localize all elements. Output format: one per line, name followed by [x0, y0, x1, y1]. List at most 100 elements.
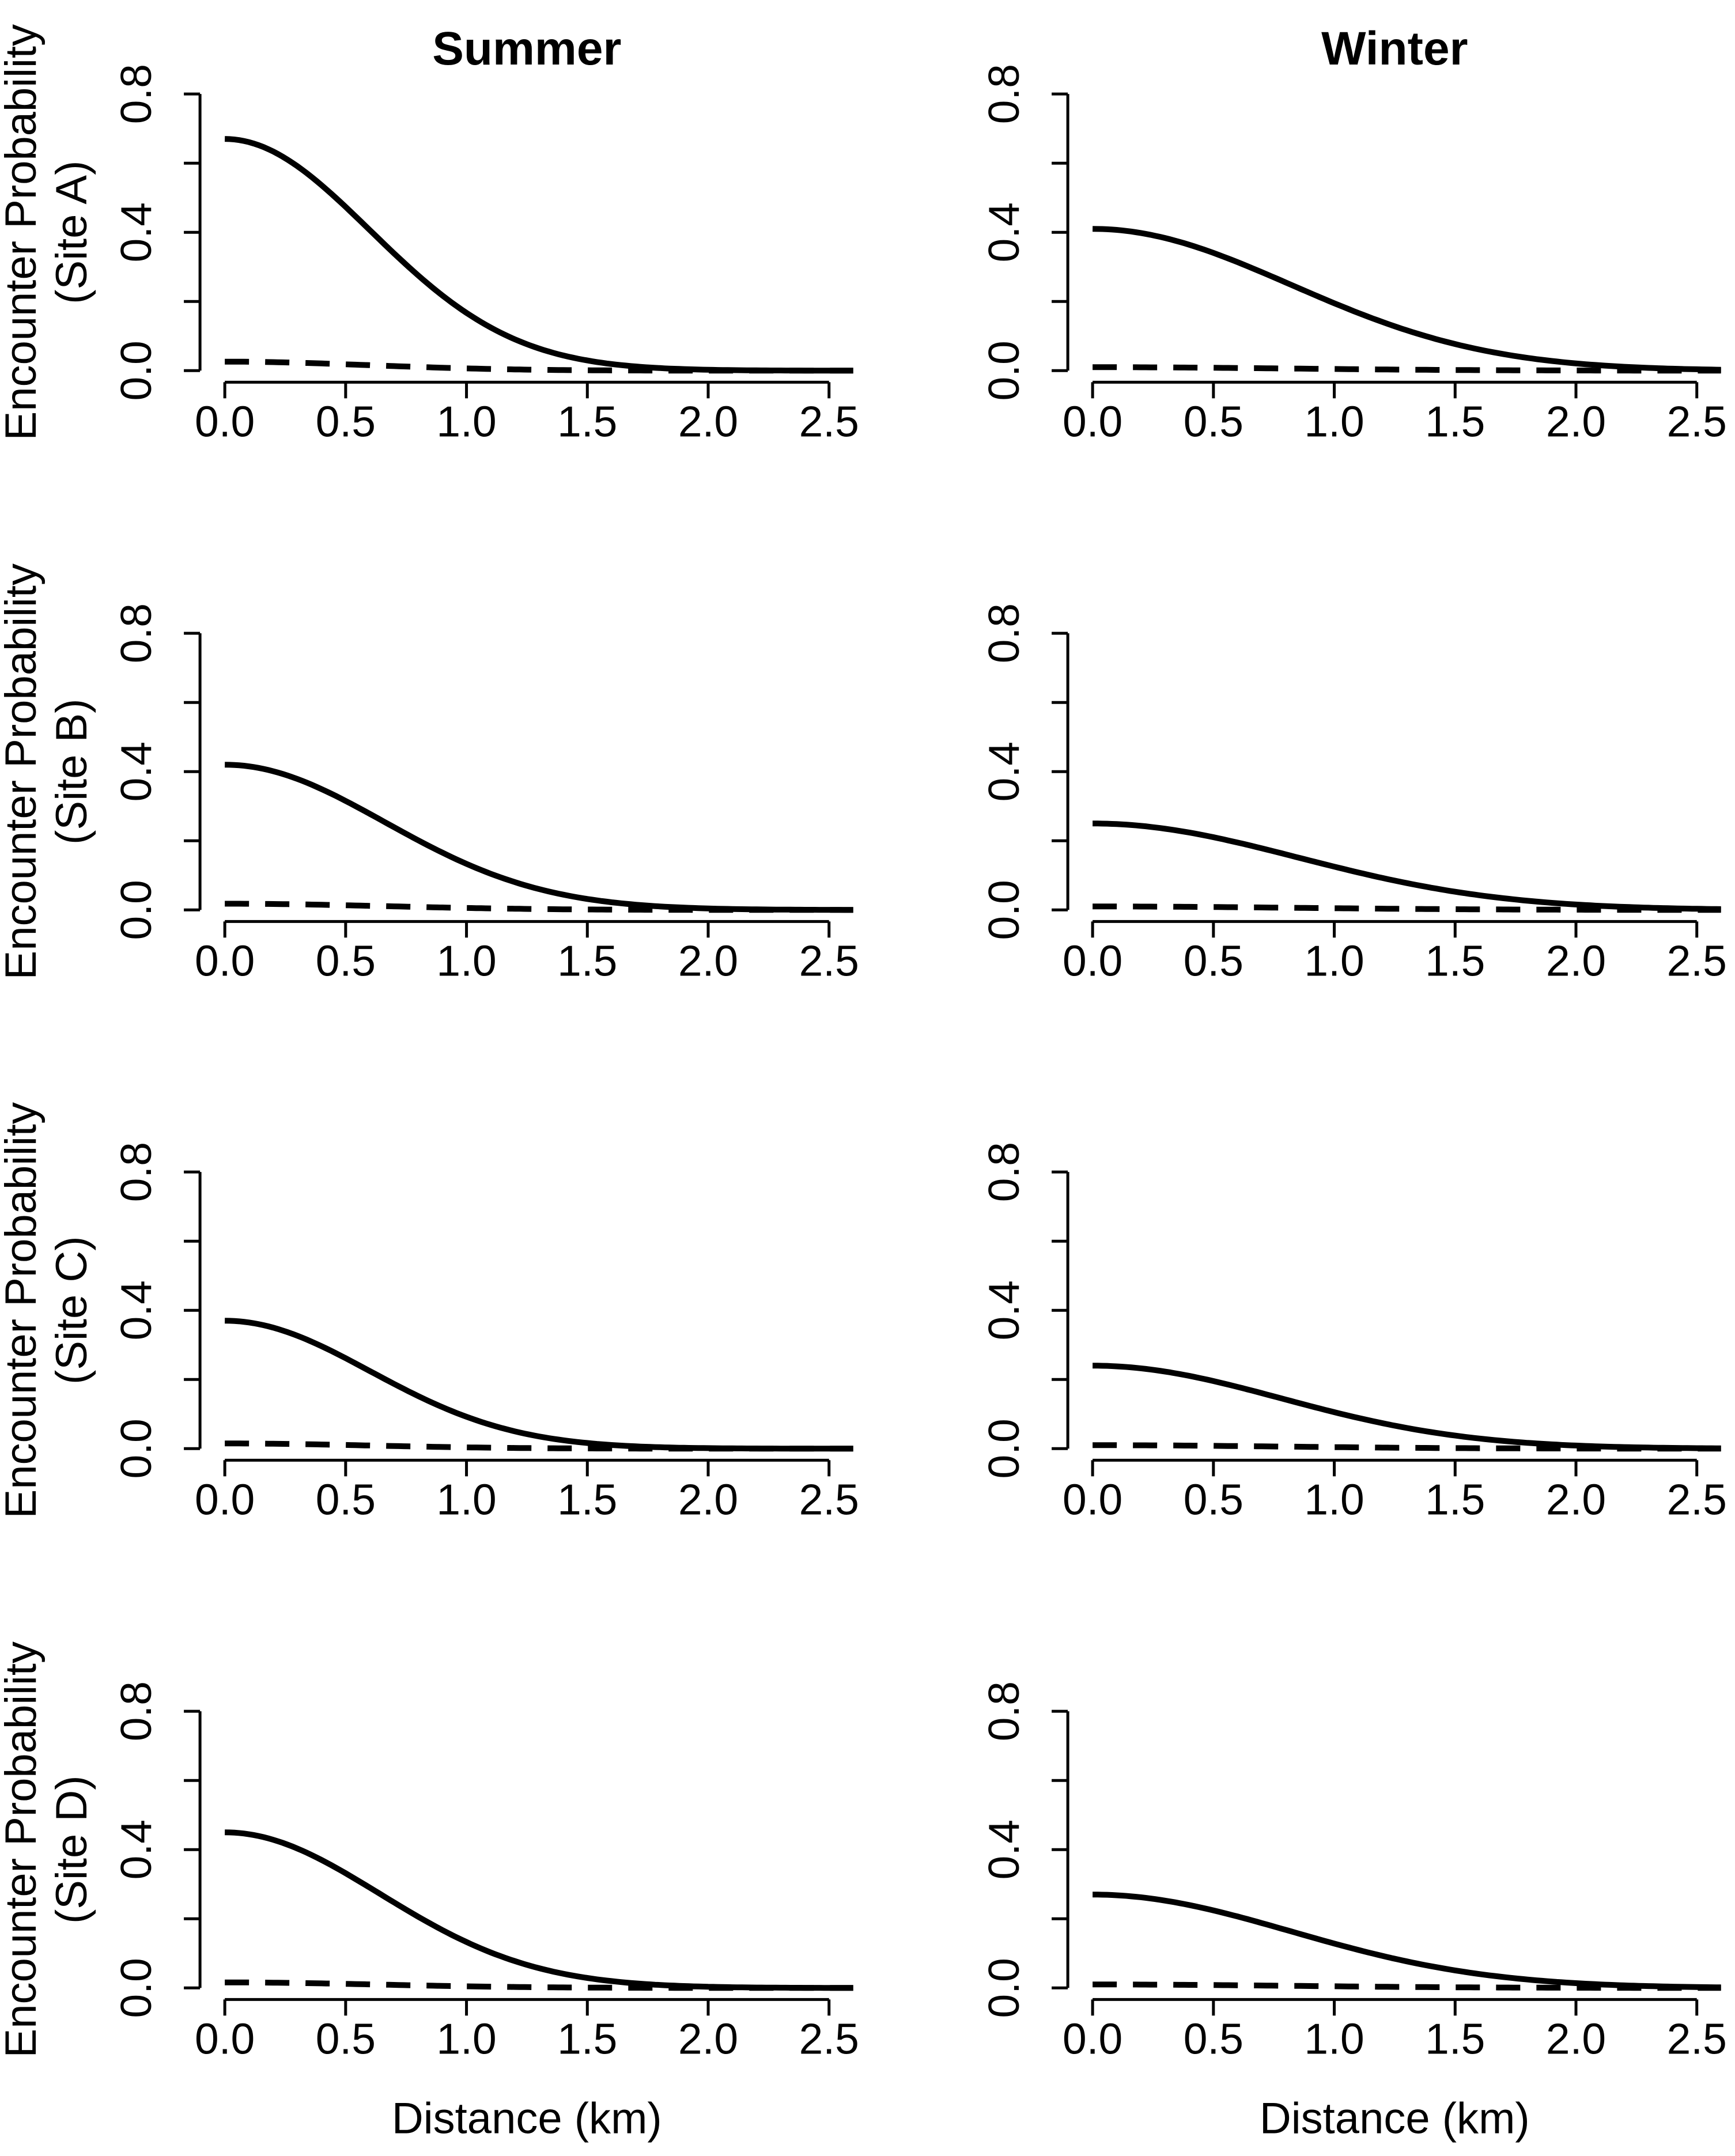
x-axis: 0.0 0.5 1.0 1.5 2.0 2.5 [1062, 1458, 1726, 1523]
y-tick-label: 0.8 [980, 1681, 1028, 1741]
plot-area: 0.0 0.4 0.8 0.0 0.5 1.0 1.5 2.0 2.5 [980, 64, 1727, 445]
x-tick-label: 1.5 [1425, 1475, 1485, 1523]
y-axis: 0.0 0.4 0.8 [980, 1681, 1069, 2018]
x-tick-label: 1.5 [1425, 936, 1485, 985]
y-tick-label: 0.0 [112, 341, 160, 400]
y-axis-title-line2: (Site C) [47, 1236, 96, 1385]
x-tick-label: 2.0 [678, 2014, 738, 2063]
x-tick-label: 1.0 [436, 936, 496, 985]
y-axis: 0.0 0.4 0.8 [980, 603, 1069, 940]
y-tick-label: 0.8 [112, 64, 160, 124]
y-axis: 0.0 0.4 0.8 [112, 1681, 202, 2018]
x-tick-label: 0.5 [1183, 1475, 1243, 1523]
y-axis-title-line1: Encounter Probability [0, 1641, 46, 2057]
x-tick-label: 1.5 [557, 2014, 617, 2063]
x-tick-label: 0.5 [316, 2014, 376, 2063]
x-tick-label: 2.5 [799, 397, 859, 445]
x-tick-label: 2.0 [678, 1475, 738, 1523]
y-tick-label: 0.8 [112, 1142, 160, 1202]
y-tick-label: 0.4 [980, 202, 1028, 262]
y-axis: 0.0 0.4 0.8 [980, 64, 1069, 400]
solid-curve [1092, 226, 1721, 373]
x-tick-label: 1.0 [436, 397, 496, 445]
x-tick-label: 1.0 [436, 1475, 496, 1523]
y-tick-label: 0.4 [112, 202, 160, 262]
panel-site-c-summer: Encounter Probability (Site C) 0.0 0.4 0.8… [0, 1102, 859, 1523]
x-tick-label: 2.0 [1545, 397, 1605, 445]
y-axis-title-line2: (Site D) [47, 1775, 96, 1924]
x-tick-label: 0.0 [1062, 936, 1122, 985]
y-tick-label: 0.4 [112, 1820, 160, 1879]
x-tick-label: 2.5 [799, 2014, 859, 2063]
solid-curve [1092, 820, 1721, 912]
panel-site-d-summer: Encounter Probability (Site D) Distance … [0, 1641, 859, 2143]
x-tick-label: 0.0 [1062, 2014, 1122, 2063]
y-tick-label: 0.8 [980, 1142, 1028, 1202]
x-axis-title: Distance (km) [1259, 2094, 1529, 2143]
x-axis-title: Distance (km) [392, 2094, 662, 2143]
x-axis: 0.0 0.5 1.0 1.5 2.0 2.5 [195, 920, 859, 985]
x-axis: 0.0 0.5 1.0 1.5 2.0 2.5 [195, 1458, 859, 1523]
column-title-winter: Winter [1321, 22, 1468, 75]
x-axis: 0.0 0.5 1.0 1.5 2.0 2.5 [1062, 1998, 1726, 2063]
x-tick-label: 1.5 [557, 397, 617, 445]
x-tick-label: 1.0 [1304, 2014, 1364, 2063]
x-tick-label: 2.0 [1545, 2014, 1605, 2063]
panel-site-d-winter: Distance (km) 0.0 0.4 0.8 0.0 0.5 1.0 1.5 2.0 2.… [980, 1681, 1727, 2143]
x-tick-label: 0.0 [195, 936, 255, 985]
x-tick-label: 0.0 [195, 2014, 255, 2063]
y-tick-label: 0.4 [112, 1280, 160, 1340]
dashed-curve [225, 1979, 853, 1991]
solid-curve [225, 1829, 853, 1991]
x-tick-label: 0.5 [316, 1475, 376, 1523]
plot-area: 0.0 0.4 0.8 0.0 0.5 1.0 1.5 2.0 2.5 [112, 1681, 859, 2063]
y-tick-label: 0.0 [980, 341, 1028, 400]
x-tick-label: 1.0 [1304, 1475, 1364, 1523]
plot-area: 0.0 0.4 0.8 0.0 0.5 1.0 1.5 2.0 2.5 [980, 1681, 1727, 2063]
y-tick-label: 0.0 [112, 880, 160, 940]
solid-curve [225, 1318, 853, 1452]
dashed-curve [1092, 364, 1721, 374]
y-tick-label: 0.0 [980, 1958, 1028, 2018]
y-tick-label: 0.0 [112, 1958, 160, 2018]
x-tick-label: 2.5 [799, 936, 859, 985]
x-tick-label: 0.0 [1062, 397, 1122, 445]
x-tick-label: 1.5 [1425, 2014, 1485, 2063]
x-tick-label: 2.5 [1666, 936, 1726, 985]
y-axis: 0.0 0.4 0.8 [112, 603, 202, 940]
y-tick-label: 0.4 [980, 742, 1028, 801]
x-tick-label: 0.5 [1183, 2014, 1243, 2063]
plot-area: 0.0 0.4 0.8 0.0 0.5 1.0 1.5 2.0 2.5 [980, 1142, 1727, 1523]
x-tick-label: 0.5 [316, 936, 376, 985]
x-axis: 0.0 0.5 1.0 1.5 2.0 2.5 [195, 380, 859, 445]
solid-curve [225, 136, 853, 374]
x-tick-label: 0.5 [1183, 397, 1243, 445]
x-tick-label: 2.0 [678, 936, 738, 985]
panel-site-c-winter: 0.0 0.4 0.8 0.0 0.5 1.0 1.5 2.0 2.5 [980, 1142, 1727, 1523]
y-tick-label: 0.8 [112, 603, 160, 663]
y-axis-title-line1: Encounter Probability [0, 1102, 46, 1519]
y-tick-label: 0.8 [112, 1681, 160, 1741]
x-tick-label: 0.0 [195, 397, 255, 445]
x-tick-label: 2.0 [678, 397, 738, 445]
x-axis: 0.0 0.5 1.0 1.5 2.0 2.5 [195, 1998, 859, 2063]
x-axis: 0.0 0.5 1.0 1.5 2.0 2.5 [1062, 380, 1726, 445]
panel-site-a-summer: Summer Encounter Probability (Site A) 0.… [0, 22, 859, 445]
x-tick-label: 1.0 [1304, 397, 1364, 445]
dashed-curve [225, 1440, 853, 1452]
panel-site-a-winter: Winter 0.0 0.4 0.8 0.0 0.5 1.0 1.5 2.0 2.5 [980, 22, 1727, 445]
x-tick-label: 0.0 [1062, 1475, 1122, 1523]
x-tick-label: 2.5 [799, 1475, 859, 1523]
dashed-curve [225, 901, 853, 913]
plot-area: 0.0 0.4 0.8 0.0 0.5 1.0 1.5 2.0 2.5 [980, 603, 1727, 985]
x-tick-label: 0.5 [316, 397, 376, 445]
plot-area: 0.0 0.4 0.8 0.0 0.5 1.0 1.5 2.0 2.5 [112, 1142, 859, 1523]
x-tick-label: 1.5 [1425, 397, 1485, 445]
y-axis-title-line2: (Site A) [47, 161, 96, 304]
x-tick-label: 1.0 [1304, 936, 1364, 985]
y-axis: 0.0 0.4 0.8 [112, 64, 202, 400]
dashed-curve [1092, 1981, 1721, 1991]
x-tick-label: 2.5 [1666, 2014, 1726, 2063]
column-title-summer: Summer [432, 22, 621, 75]
